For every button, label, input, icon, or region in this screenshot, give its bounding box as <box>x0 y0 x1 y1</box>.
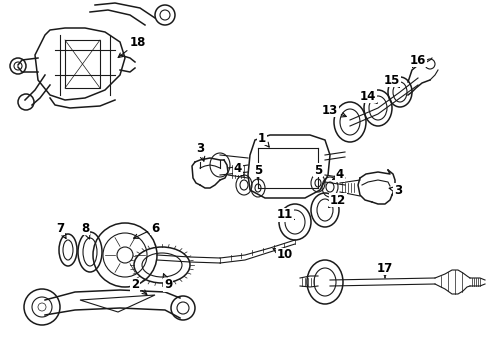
Text: 7: 7 <box>56 221 66 239</box>
Text: 14: 14 <box>360 90 377 103</box>
Text: 8: 8 <box>81 221 90 239</box>
Text: 13: 13 <box>322 104 346 117</box>
Text: 5: 5 <box>254 163 262 180</box>
Text: 6: 6 <box>134 221 159 238</box>
Text: 9: 9 <box>163 274 172 292</box>
Text: 15: 15 <box>384 73 400 87</box>
Text: 3: 3 <box>389 184 402 197</box>
Text: 2: 2 <box>131 279 147 294</box>
Text: 4: 4 <box>333 168 344 181</box>
Text: 17: 17 <box>377 261 393 278</box>
Text: 16: 16 <box>410 54 426 67</box>
Text: 4: 4 <box>234 162 244 176</box>
Text: 11: 11 <box>277 208 294 221</box>
Text: 1: 1 <box>258 131 269 147</box>
Text: 5: 5 <box>314 163 322 176</box>
Text: 10: 10 <box>273 248 293 261</box>
Text: 3: 3 <box>196 141 205 161</box>
Text: 18: 18 <box>118 36 146 58</box>
Text: 12: 12 <box>329 194 346 207</box>
